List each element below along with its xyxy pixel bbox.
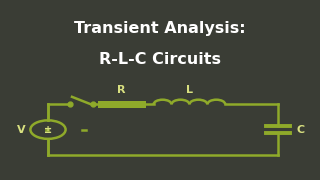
Text: L: L [186,85,193,95]
Text: V: V [17,125,26,135]
Text: ±: ± [44,125,52,135]
Text: C: C [297,125,305,135]
Bar [98,101,146,108]
Text: Transient Analysis:: Transient Analysis: [74,21,246,36]
Text: R-L-C Circuits: R-L-C Circuits [99,51,221,67]
Text: R: R [117,85,126,95]
